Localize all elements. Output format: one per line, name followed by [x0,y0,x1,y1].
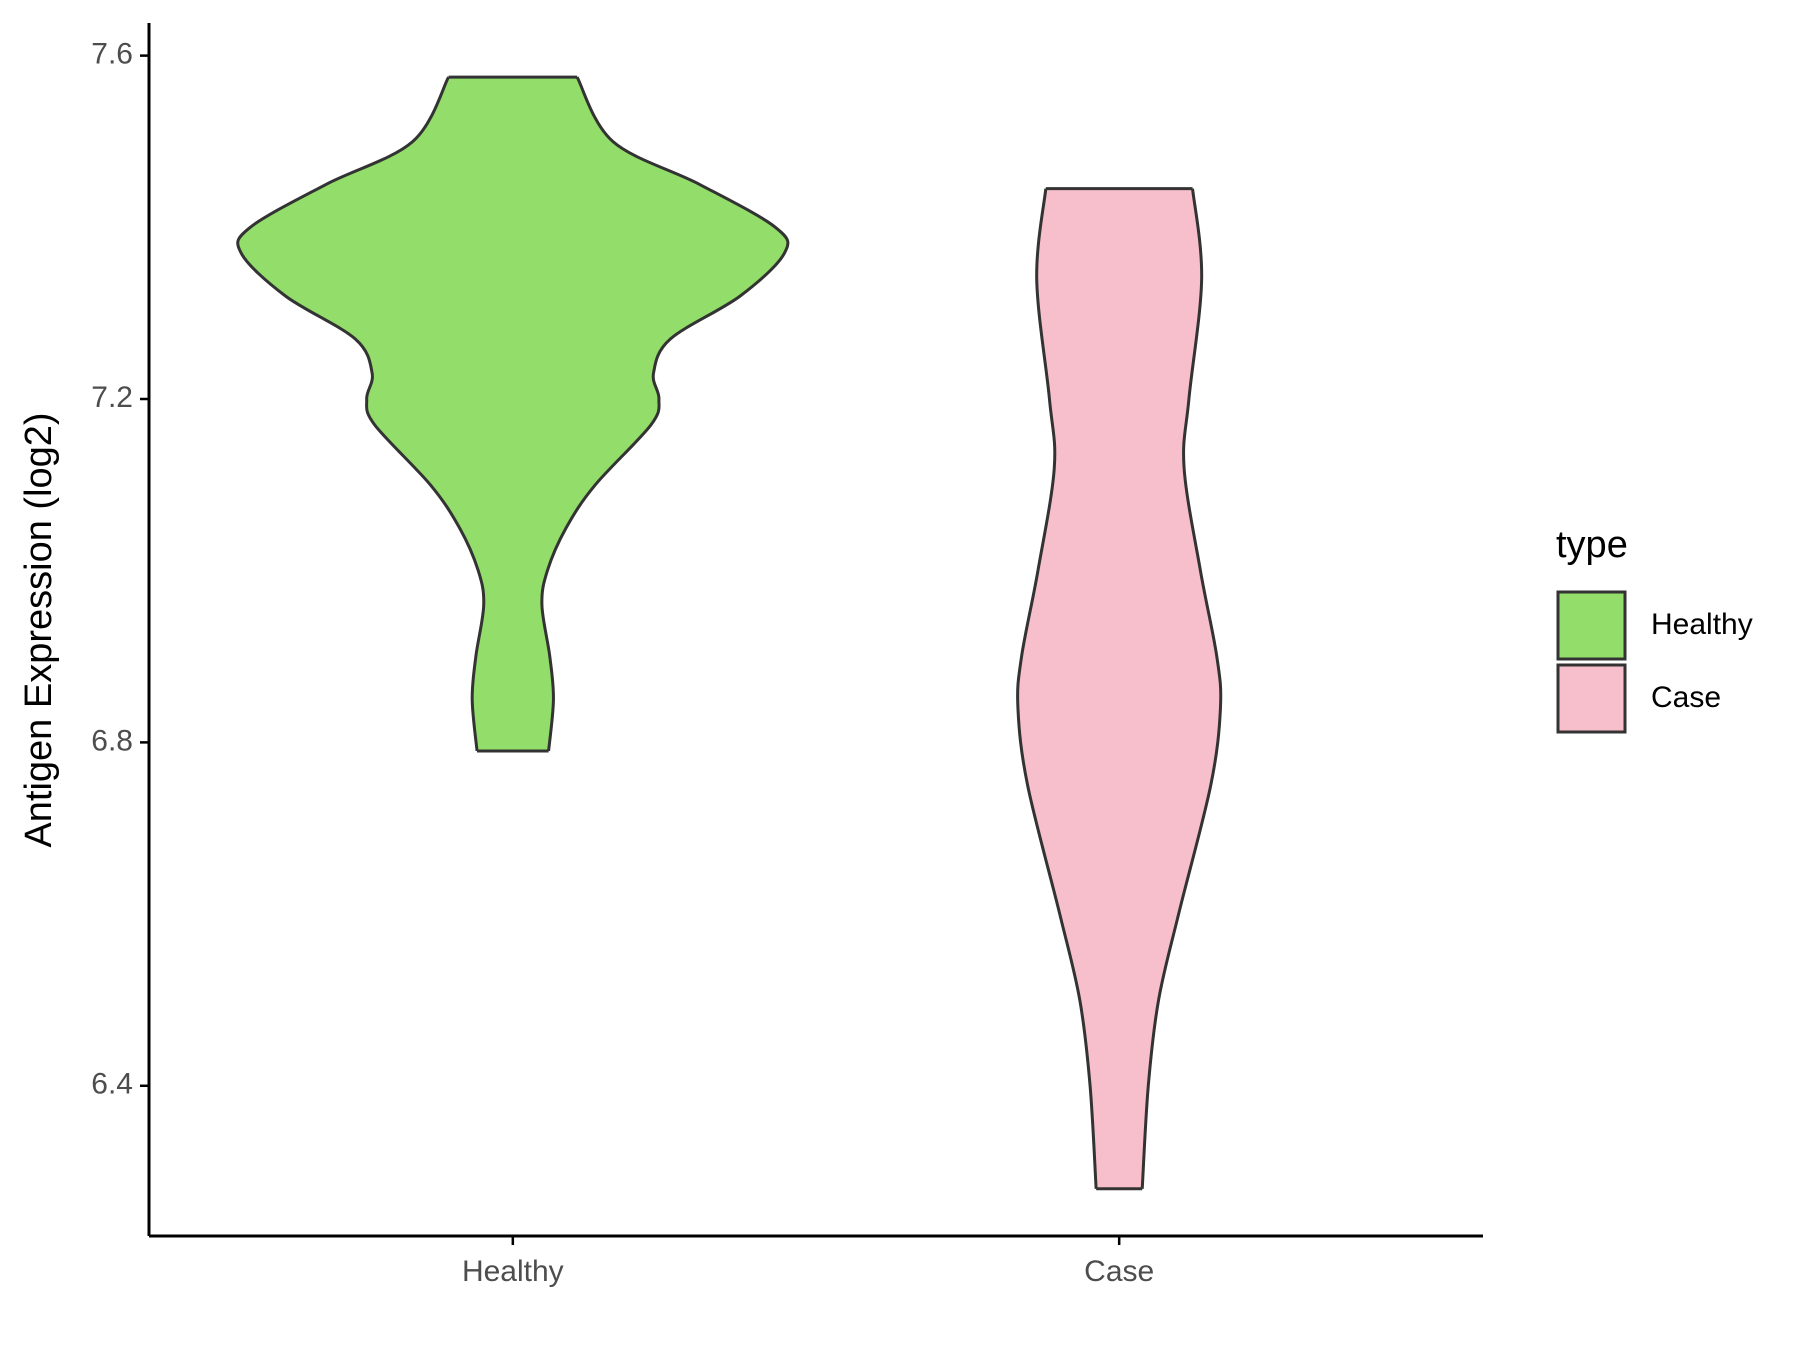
violin-outline-right [540,76,790,752]
legend-key [1556,663,1627,734]
violin-outline-left [236,76,486,752]
y-tick-label: 6.8 [91,724,133,757]
y-tick-label: 7.6 [91,38,133,71]
legend-label: Case [1651,681,1721,714]
y-tick-label: 6.4 [91,1068,133,1101]
legend-label: Healthy [1651,608,1753,641]
violin-outline-left [1016,188,1098,1189]
violin-outline-right [1140,188,1223,1189]
violin-fill [237,77,788,751]
y-axis-title: Antigen Expression (log2) [18,412,60,847]
y-tick-label: 7.2 [91,381,133,414]
x-tick-label: Case [1084,1255,1154,1288]
violin-fill [1017,188,1221,1189]
legend-key [1556,590,1627,661]
legend-title: type [1556,524,1628,566]
x-tick-label: Healthy [462,1255,564,1288]
